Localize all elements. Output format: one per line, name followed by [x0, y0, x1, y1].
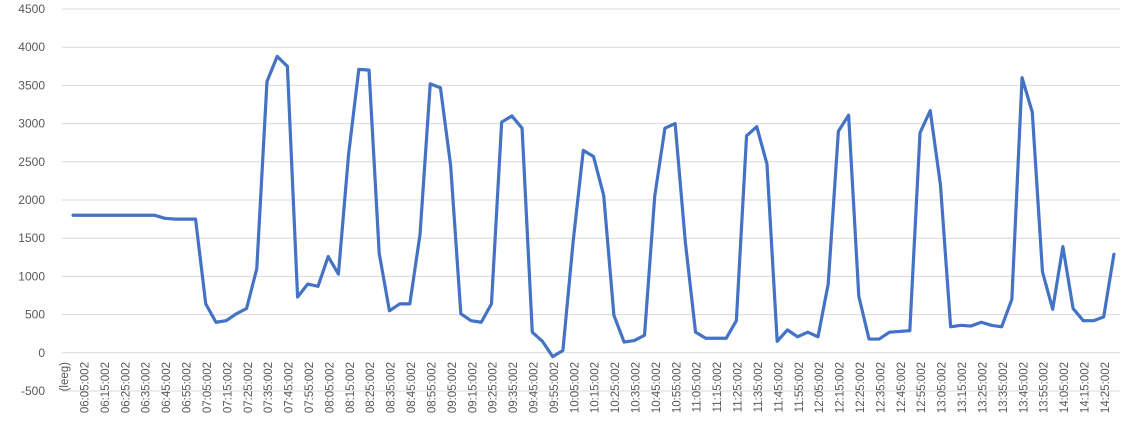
y-tick-label: 2500 — [18, 155, 45, 169]
x-tick-label: 07:05:002 — [202, 362, 214, 413]
x-tick-label: 09:35:002 — [508, 362, 520, 413]
x-tick-label: 06:05:002 — [80, 362, 92, 413]
x-tick-label: 09:15:002 — [467, 362, 479, 413]
y-tick-label: 4500 — [18, 2, 45, 16]
x-tick-label: 06:35:002 — [141, 362, 153, 413]
x-tick-label: 09:45:002 — [528, 362, 540, 413]
x-tick-label: 09:05:002 — [447, 362, 459, 413]
x-tick-label: 09:25:002 — [488, 362, 500, 413]
x-tick-label: 12:35:002 — [875, 362, 887, 413]
x-tick-label: 12:15:002 — [835, 362, 847, 413]
x-tick-label: (leeg) — [59, 362, 71, 392]
x-tick-label: 14:25:002 — [1100, 362, 1112, 413]
x-tick-label: 07:45:002 — [284, 362, 296, 413]
x-tick-label: 12:05:002 — [814, 362, 826, 413]
x-tick-label: 11:35:002 — [753, 362, 765, 412]
x-tick-label: 11:45:002 — [773, 362, 785, 412]
x-tick-label: 14:05:002 — [1059, 362, 1071, 413]
x-tick-label: 10:05:002 — [569, 362, 581, 413]
y-tick-label: 1000 — [18, 269, 45, 283]
y-tick-label: 500 — [25, 308, 45, 322]
y-tick-label: 2000 — [18, 193, 45, 207]
x-tick-label: 11:25:002 — [733, 362, 745, 412]
x-tick-label: 13:15:002 — [957, 362, 969, 413]
x-tick-label: 10:45:002 — [651, 362, 663, 413]
x-tick-label: 10:35:002 — [631, 362, 643, 413]
y-tick-label: 3500 — [18, 78, 45, 92]
x-tick-label: 13:45:002 — [1018, 362, 1030, 413]
x-tick-label: 07:35:002 — [263, 362, 275, 413]
y-tick-label: 4000 — [18, 40, 45, 54]
x-tick-label: 08:55:002 — [426, 362, 438, 413]
x-tick-label: 10:25:002 — [610, 362, 622, 413]
x-tick-label: 11:05:002 — [692, 362, 704, 412]
x-tick-label: 13:35:002 — [998, 362, 1010, 413]
y-tick-label: -500 — [21, 384, 45, 398]
x-tick-label: 08:05:002 — [324, 362, 336, 413]
x-tick-label: 06:45:002 — [161, 362, 173, 413]
x-tick-label: 06:15:002 — [100, 362, 112, 413]
x-tick-label: 13:25:002 — [977, 362, 989, 413]
x-tick-label: 12:55:002 — [916, 362, 928, 413]
data-line — [71, 54, 1116, 359]
x-tick-label: 06:55:002 — [182, 362, 194, 413]
x-tick-label: 13:55:002 — [1039, 362, 1051, 413]
x-tick-label: 10:15:002 — [590, 362, 602, 413]
x-tick-label: 08:15:002 — [345, 362, 357, 413]
y-tick-label: 1500 — [18, 231, 45, 245]
x-tick-label: 07:15:002 — [222, 362, 234, 413]
x-tick-label: 08:25:002 — [365, 362, 377, 413]
y-tick-label: 0 — [38, 346, 45, 360]
x-tick-label: 08:35:002 — [386, 362, 398, 413]
x-tick-label: 08:45:002 — [406, 362, 418, 413]
x-tick-label: 11:15:002 — [712, 362, 724, 412]
x-tick-label: 11:55:002 — [794, 362, 806, 412]
y-tick-label: 3000 — [18, 117, 45, 131]
x-tick-label: 12:45:002 — [896, 362, 908, 413]
x-tick-label: 07:55:002 — [304, 362, 316, 413]
x-tick-label: 13:05:002 — [937, 362, 949, 413]
x-tick-label: 07:25:002 — [243, 362, 255, 413]
x-tick-label: 09:55:002 — [549, 362, 561, 413]
x-tick-label: 10:55:002 — [671, 362, 683, 413]
x-tick-label: 14:15:002 — [1079, 362, 1091, 413]
x-tick-label: 06:25:002 — [120, 362, 132, 413]
x-tick-label: 12:25:002 — [855, 362, 867, 413]
